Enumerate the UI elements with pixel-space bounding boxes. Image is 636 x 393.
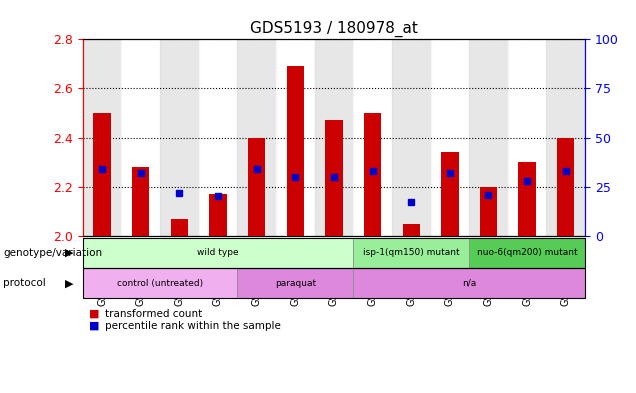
Bar bbox=[557, 138, 574, 236]
Text: ■: ■ bbox=[89, 309, 100, 319]
Bar bbox=[518, 162, 536, 236]
Text: wild type: wild type bbox=[197, 248, 238, 257]
Bar bbox=[170, 219, 188, 236]
Text: ▶: ▶ bbox=[65, 248, 73, 258]
Text: ▶: ▶ bbox=[65, 278, 73, 288]
Text: genotype/variation: genotype/variation bbox=[3, 248, 102, 258]
Bar bbox=[480, 187, 497, 236]
Bar bbox=[392, 39, 431, 236]
Bar bbox=[209, 194, 226, 236]
Text: isp-1(qm150) mutant: isp-1(qm150) mutant bbox=[363, 248, 460, 257]
Bar bbox=[287, 66, 304, 236]
Bar bbox=[508, 39, 546, 236]
Text: transformed count: transformed count bbox=[105, 309, 202, 319]
Bar bbox=[469, 39, 508, 236]
Bar bbox=[132, 167, 149, 236]
Text: n/a: n/a bbox=[462, 279, 476, 288]
Bar bbox=[431, 39, 469, 236]
Bar bbox=[364, 113, 381, 236]
Bar bbox=[276, 39, 315, 236]
Bar bbox=[441, 152, 459, 236]
Bar bbox=[83, 39, 121, 236]
Text: control (untreated): control (untreated) bbox=[117, 279, 203, 288]
Text: protocol: protocol bbox=[3, 278, 46, 288]
Bar bbox=[325, 120, 343, 236]
Title: GDS5193 / 180978_at: GDS5193 / 180978_at bbox=[250, 20, 418, 37]
Bar bbox=[248, 138, 265, 236]
Bar bbox=[353, 39, 392, 236]
Bar bbox=[315, 39, 353, 236]
Bar bbox=[546, 39, 585, 236]
Text: nuo-6(qm200) mutant: nuo-6(qm200) mutant bbox=[477, 248, 577, 257]
Bar bbox=[93, 113, 111, 236]
Bar bbox=[160, 39, 198, 236]
Text: paraquat: paraquat bbox=[275, 279, 316, 288]
Text: ■: ■ bbox=[89, 321, 100, 331]
Bar bbox=[237, 39, 276, 236]
Text: percentile rank within the sample: percentile rank within the sample bbox=[105, 321, 281, 331]
Bar bbox=[121, 39, 160, 236]
Bar bbox=[403, 224, 420, 236]
Bar bbox=[198, 39, 237, 236]
